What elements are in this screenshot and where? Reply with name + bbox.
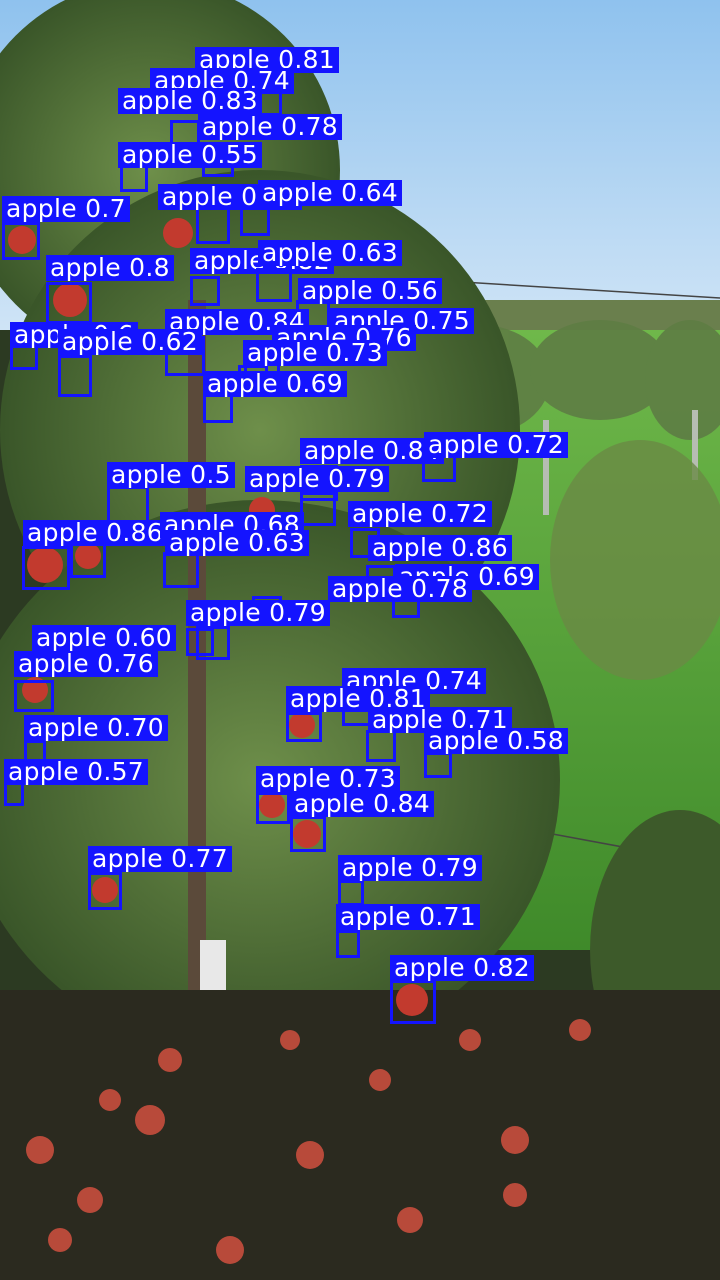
trellis-wire: [429, 279, 720, 299]
detection-label: apple 0.60: [32, 625, 176, 651]
detection-label: apple 0.73: [256, 766, 400, 792]
detection-box: [390, 980, 436, 1024]
ground-shade: [0, 990, 720, 1280]
detection-box: [286, 712, 322, 742]
detection-box: [300, 492, 336, 526]
detection-label: apple 0.73: [243, 340, 387, 366]
detection-label: apple 0.55: [118, 142, 262, 168]
detection-label: apple 0.78: [198, 114, 342, 140]
detection-box: [196, 206, 230, 244]
detection-box: [14, 680, 54, 712]
detection-label: apple 0.72: [348, 501, 492, 527]
detection-label: apple 0.81: [286, 686, 430, 712]
detection-label: apple 0.82: [390, 955, 534, 981]
detection-label: apple 0.78: [328, 576, 472, 602]
detection-label: apple 0.8: [46, 255, 174, 281]
detection-box: [2, 222, 40, 260]
detection-label: apple 0.64: [258, 180, 402, 206]
detection-label: apple 0.86: [23, 520, 167, 546]
detection-box: [46, 282, 92, 324]
detection-label: apple 0.5: [107, 462, 235, 488]
detection-box: [58, 355, 92, 397]
detection-box: [70, 542, 106, 578]
detection-box: [186, 628, 214, 656]
detection-label: apple 0.63: [258, 240, 402, 266]
detection-box: [424, 752, 452, 778]
detection-box: [88, 872, 122, 910]
detection-label: apple 0.84: [300, 438, 444, 464]
fallen-apples: [26, 1019, 591, 1264]
detection-label: apple 0.79: [338, 855, 482, 881]
detection-label: apple 0.63: [165, 530, 309, 556]
detection-label: apple 0.62: [58, 329, 202, 355]
detection-box: [190, 276, 220, 306]
detection-label: apple 0.71: [336, 904, 480, 930]
detection-box: [256, 792, 290, 824]
detection-label: apple 0.77: [88, 846, 232, 872]
detection-box: [256, 268, 292, 302]
detection-box: [366, 730, 396, 762]
detection-box: [336, 930, 360, 958]
detection-label: apple 0.72: [424, 432, 568, 458]
detection-label: apple 0.57: [4, 759, 148, 785]
detection-label: apple 0.70: [24, 715, 168, 741]
detection-box: [290, 816, 326, 852]
detection-label: apple 0.79: [245, 466, 389, 492]
apples-on-tree: [8, 218, 428, 1016]
detection-label: apple 0.86: [368, 535, 512, 561]
detection-label: apple 0.76: [14, 651, 158, 677]
detection-label: apple 0.79: [186, 600, 330, 626]
detection-box: [196, 626, 230, 660]
detection-label: apple 0.69: [203, 371, 347, 397]
detection-label: apple 0.56: [298, 278, 442, 304]
detection-box: [163, 552, 199, 588]
detection-box: [240, 206, 270, 236]
detection-box: [22, 546, 70, 590]
detection-label: apple 0.7: [2, 196, 130, 222]
detection-label: apple 0.83: [118, 88, 262, 114]
detection-label: apple 0.84: [290, 791, 434, 817]
detection-label: apple 0.58: [424, 728, 568, 754]
